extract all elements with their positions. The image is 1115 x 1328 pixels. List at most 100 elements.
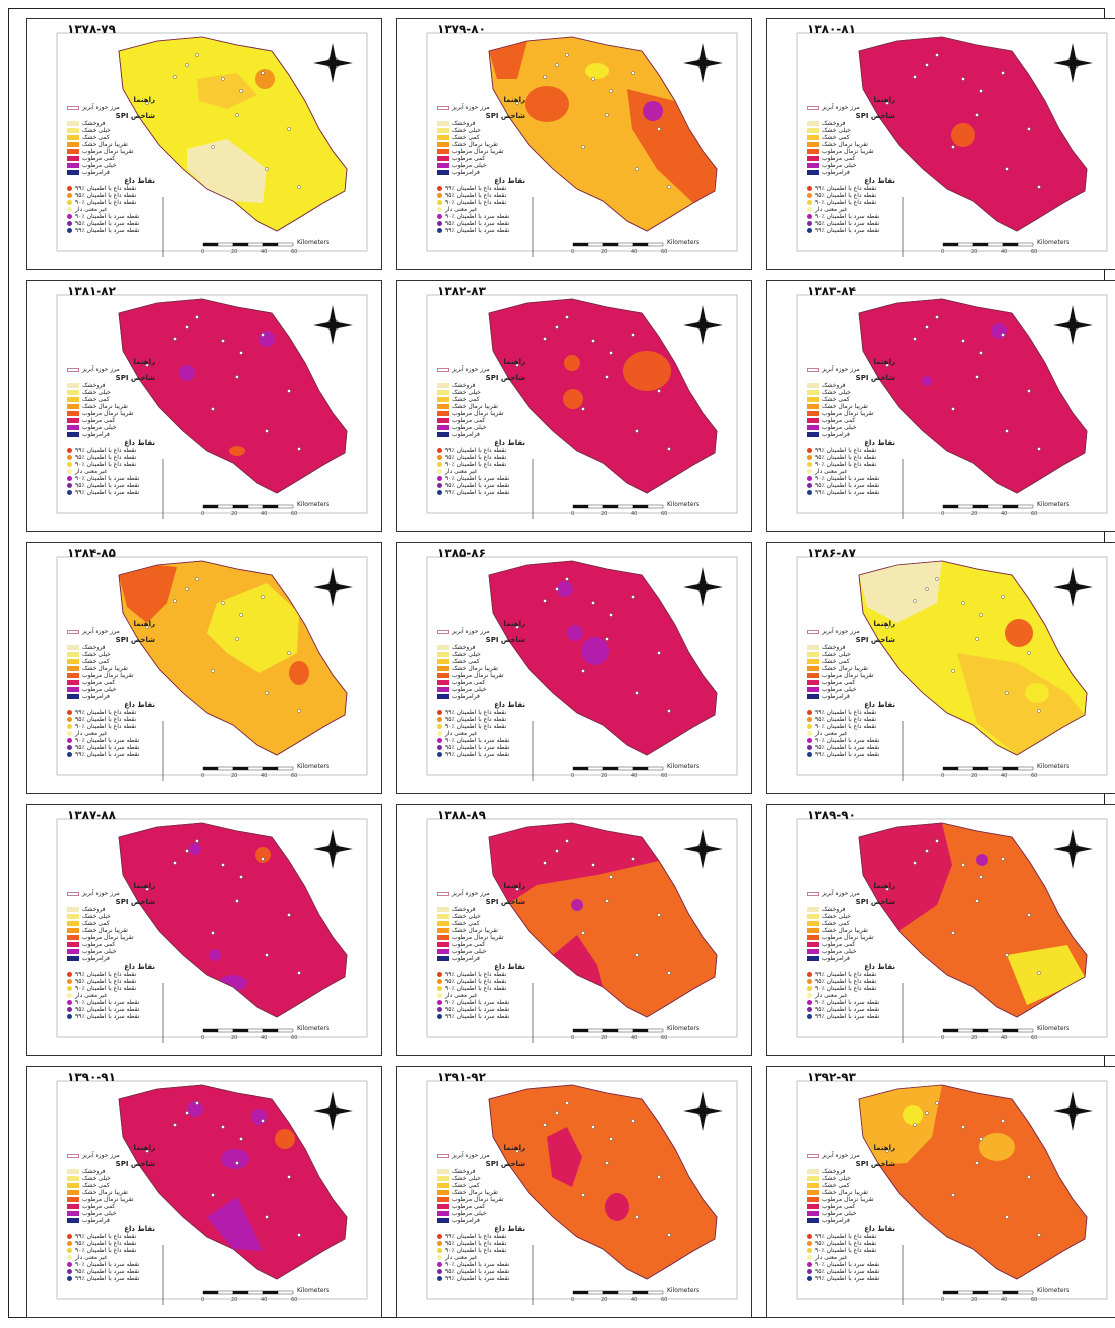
legend-title: راهنما xyxy=(503,96,525,104)
legend-point-row: نقطه سرد با اطمینان ٪۹۰ xyxy=(807,213,895,220)
point-swatch xyxy=(67,986,72,991)
spi-swatch xyxy=(437,1197,449,1202)
spi-swatch xyxy=(807,149,819,154)
spi-swatch xyxy=(437,687,449,692)
legend-spi-row: کمی مرطوب xyxy=(67,417,155,424)
scale-bar xyxy=(572,504,664,509)
spi-swatch xyxy=(67,680,79,685)
scale-unit: Kilometers xyxy=(1037,501,1070,508)
legend-label: نقطه سرد با اطمینان ٪۹۰ xyxy=(445,213,510,220)
boundary-swatch xyxy=(807,105,819,110)
station-point xyxy=(1001,595,1005,599)
panel-title: ۱۳۸۰-۸۱ xyxy=(807,22,856,36)
scale-tick: 40 xyxy=(1001,1297,1008,1303)
legend-spi-title: شاخص SPI xyxy=(855,112,895,120)
station-point xyxy=(961,339,965,343)
legend-spi-row: خیلی خشک xyxy=(67,389,155,396)
legend-spi-row: خیلی خشک xyxy=(437,913,525,920)
map-legend: راهنما مرز حوزه آبریز شاخص SPI فروخشک خیلی خ… xyxy=(67,1145,155,1282)
map-canvas xyxy=(426,32,738,257)
map-neatline xyxy=(56,294,368,514)
legend-label: غیر معنی دار xyxy=(815,1254,848,1261)
legend-label: کمی خشک xyxy=(452,920,480,927)
legend-label: کمی خشک xyxy=(822,1182,850,1189)
legend-title: راهنما xyxy=(873,96,895,104)
legend-label: فروخشک xyxy=(452,1168,476,1175)
station-point xyxy=(913,1123,917,1127)
spi-swatch xyxy=(807,694,819,699)
spi-swatch xyxy=(67,687,79,692)
station-point xyxy=(635,167,639,171)
legend-label: مرز حوزه آبریز xyxy=(822,628,860,635)
station-point xyxy=(1005,691,1009,695)
point-swatch xyxy=(437,483,442,488)
legend-boundary-row: مرز حوزه آبریز xyxy=(437,890,525,897)
legend-label: تقریبا نرمال خشک xyxy=(82,665,128,672)
spi-swatch xyxy=(67,397,79,402)
legend-label: غیر معنی دار xyxy=(75,468,108,475)
point-swatch xyxy=(437,448,442,453)
point-swatch xyxy=(67,193,72,198)
map-legend: راهنما مرز حوزه آبریز شاخص SPI فروخشک خیلی خ… xyxy=(67,883,155,1020)
station-point xyxy=(961,1125,965,1129)
legend-label: غیر معنی دار xyxy=(75,1254,108,1261)
legend-point-row: نقطه داغ با اطمینان ٪۹۹ xyxy=(437,709,525,716)
boundary-swatch xyxy=(437,891,449,896)
basin-boundary xyxy=(858,36,1088,232)
spi-zone xyxy=(605,1193,629,1221)
legend-label: نقطه داغ با اطمینان ٪۹۹ xyxy=(445,971,507,978)
scale-bar xyxy=(572,1028,664,1033)
station-point xyxy=(913,599,917,603)
legend-label: تقریبا نرمال مرطوب xyxy=(822,1196,874,1203)
legend-label: نقطه سرد با اطمینان ٪۹۵ xyxy=(75,744,140,751)
spi-swatch xyxy=(807,404,819,409)
spi-swatch xyxy=(67,942,79,947)
map-canvas xyxy=(796,556,1108,781)
spi-swatch xyxy=(67,659,79,664)
station-point xyxy=(265,1215,269,1219)
station-point xyxy=(1001,1119,1005,1123)
panel-title: ۱۳۸۹-۹۰ xyxy=(807,808,856,822)
spi-zone xyxy=(643,101,663,121)
legend-point-row: نقطه داغ با اطمینان ٪۹۰ xyxy=(67,723,155,730)
legend-label: مرز حوزه آبریز xyxy=(82,628,120,635)
station-point xyxy=(1027,651,1031,655)
legend-point-row: نقطه سرد با اطمینان ٪۹۰ xyxy=(67,737,155,744)
station-point xyxy=(605,899,609,903)
station-point xyxy=(635,1215,639,1219)
station-point xyxy=(935,1101,939,1105)
scale-tick: 60 xyxy=(291,1035,298,1041)
spi-swatch xyxy=(437,666,449,671)
legend-label: مرز حوزه آبریز xyxy=(452,366,490,373)
station-point xyxy=(239,613,243,617)
legend-label: نقطه سرد با اطمینان ٪۹۵ xyxy=(815,1006,880,1013)
spi-swatch xyxy=(807,645,819,650)
station-point xyxy=(287,1175,291,1179)
spi-zone xyxy=(221,1149,249,1169)
legend-point-row: غیر معنی دار xyxy=(437,1254,525,1261)
legend-label: نقطه داغ با اطمینان ٪۹۹ xyxy=(445,185,507,192)
legend-label: فروخشک xyxy=(822,382,846,389)
station-point xyxy=(515,363,519,367)
point-swatch xyxy=(67,469,72,474)
point-swatch xyxy=(437,1248,442,1253)
scale-tick: 0 xyxy=(571,1035,575,1041)
station-point xyxy=(1005,167,1009,171)
legend-point-row: نقطه سرد با اطمینان ٪۹۹ xyxy=(807,227,895,234)
legend-label: فرامرطوب xyxy=(452,431,480,438)
station-point xyxy=(667,971,671,975)
scale-tick: 60 xyxy=(1031,511,1038,517)
station-point xyxy=(657,651,661,655)
map-neatline xyxy=(426,556,738,776)
map-panel: ۱۳۸۱-۸۲ راهنما مرز حوزه آبریز شاخص SPI فروخش… xyxy=(26,280,382,532)
legend-spi-row: فرامرطوب xyxy=(67,693,155,700)
scale-tick: 20 xyxy=(971,1035,978,1041)
legend-point-row: نقطه سرد با اطمینان ٪۹۰ xyxy=(67,1261,155,1268)
legend-label: کمی خشک xyxy=(452,658,480,665)
legend-points-title: نقاط داغ xyxy=(124,439,155,447)
legend-label: نقطه سرد با اطمینان ٪۹۹ xyxy=(815,227,880,234)
legend-spi-row: خیلی خشک xyxy=(437,1175,525,1182)
station-point xyxy=(239,89,243,93)
legend-boundary-row: مرز حوزه آبریز xyxy=(67,628,155,635)
spi-zone xyxy=(255,69,275,89)
